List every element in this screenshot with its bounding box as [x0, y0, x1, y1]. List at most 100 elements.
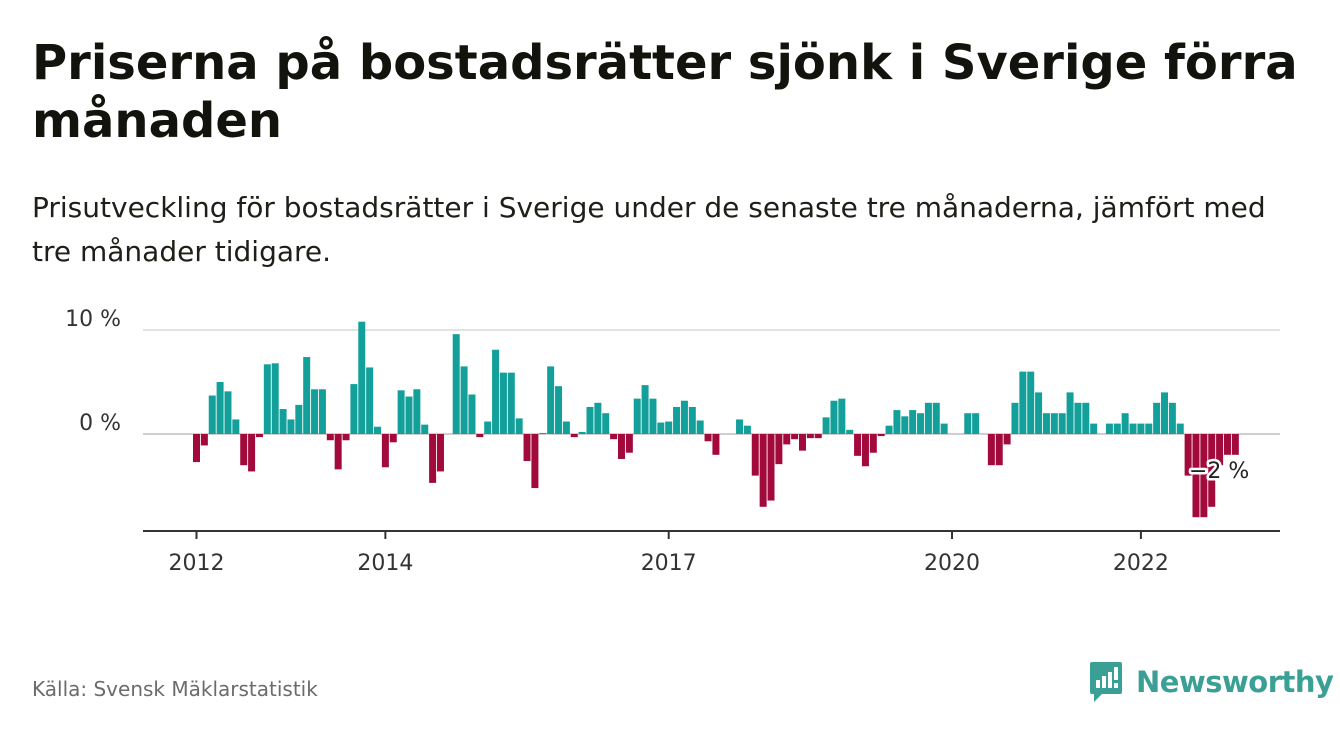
bar	[578, 431, 586, 434]
bar	[657, 422, 665, 434]
newsworthy-brand[interactable]: Newsworthy	[1088, 658, 1334, 706]
bar	[846, 429, 854, 434]
x-tick-label: 2012	[169, 551, 225, 576]
bar	[1176, 423, 1184, 434]
bar	[531, 434, 539, 489]
bar	[523, 434, 531, 462]
bar	[366, 367, 374, 434]
bar	[405, 396, 413, 434]
bar	[885, 425, 893, 434]
bar	[476, 434, 484, 438]
bar	[586, 406, 594, 434]
bar	[854, 434, 862, 456]
bar	[775, 434, 783, 465]
bar	[861, 434, 869, 467]
bar	[1137, 423, 1145, 434]
bar	[555, 386, 563, 434]
bar	[1050, 413, 1058, 434]
bar	[917, 413, 925, 434]
bar	[1200, 434, 1208, 518]
bar	[279, 409, 287, 434]
bar	[334, 434, 342, 470]
newsworthy-logo-icon	[1090, 662, 1122, 702]
bar	[1058, 413, 1066, 434]
bar	[1105, 423, 1113, 434]
bar	[995, 434, 1003, 466]
source-note: Källa: Svensk Mäklarstatistik	[32, 677, 318, 701]
bar	[389, 434, 397, 443]
bar	[901, 416, 909, 434]
bar	[515, 418, 523, 434]
bar	[232, 419, 240, 434]
bar	[311, 389, 319, 434]
bar	[1121, 413, 1129, 434]
bar	[665, 421, 673, 434]
bar	[499, 372, 507, 434]
bar	[594, 402, 602, 434]
bar	[1003, 434, 1011, 445]
bar	[429, 434, 437, 483]
bar	[617, 434, 625, 459]
bar	[877, 434, 885, 437]
bar	[271, 363, 279, 434]
bar	[696, 420, 704, 434]
bar	[798, 434, 806, 451]
bar	[342, 434, 350, 441]
bar	[507, 372, 515, 434]
bar	[1216, 434, 1224, 466]
bar	[924, 402, 932, 434]
bar	[413, 389, 421, 434]
bar	[468, 394, 476, 434]
bar	[295, 404, 303, 434]
bar	[1042, 413, 1050, 434]
bar	[712, 434, 720, 455]
bar	[806, 434, 814, 439]
bar	[783, 434, 791, 445]
x-axis-ticks: 2012 2014 2017 2020 2022	[169, 531, 1169, 576]
bar	[743, 425, 751, 434]
gridlines: 10 % 0 %	[65, 307, 1280, 436]
bar	[649, 398, 657, 434]
bar	[751, 434, 759, 476]
brand-name: Newsworthy	[1136, 665, 1334, 699]
y-tick-label: 0 %	[79, 411, 121, 436]
bar	[1161, 392, 1169, 434]
bar	[869, 434, 877, 453]
bar	[602, 413, 610, 434]
bar	[641, 385, 649, 434]
bar	[1231, 434, 1239, 455]
bar	[303, 357, 311, 434]
bar	[1074, 402, 1082, 434]
bar	[814, 434, 822, 439]
x-tick-label: 2022	[1113, 551, 1169, 576]
bar	[193, 434, 200, 463]
x-tick-label: 2014	[357, 551, 413, 576]
bar	[1035, 392, 1043, 434]
bar	[1208, 434, 1216, 507]
bar	[326, 434, 334, 441]
bar	[791, 434, 799, 440]
bar	[452, 334, 460, 434]
bar	[1223, 434, 1231, 455]
bar	[492, 349, 500, 434]
bar	[1145, 423, 1153, 434]
bar	[255, 434, 263, 438]
bar	[381, 434, 389, 468]
bar	[358, 321, 366, 434]
bar	[1113, 423, 1121, 434]
bar	[1019, 371, 1027, 434]
bar	[893, 410, 901, 434]
bar	[673, 406, 681, 434]
bar	[547, 366, 555, 434]
bars	[193, 321, 1239, 518]
bar	[1066, 392, 1074, 434]
bar	[263, 364, 271, 434]
bar	[688, 406, 696, 434]
bar	[838, 398, 846, 434]
bar	[625, 434, 633, 453]
last-value-label: −2 %	[1189, 459, 1249, 484]
bar	[1027, 371, 1035, 434]
bar	[216, 382, 224, 434]
bar	[240, 434, 248, 466]
bar	[208, 395, 216, 434]
